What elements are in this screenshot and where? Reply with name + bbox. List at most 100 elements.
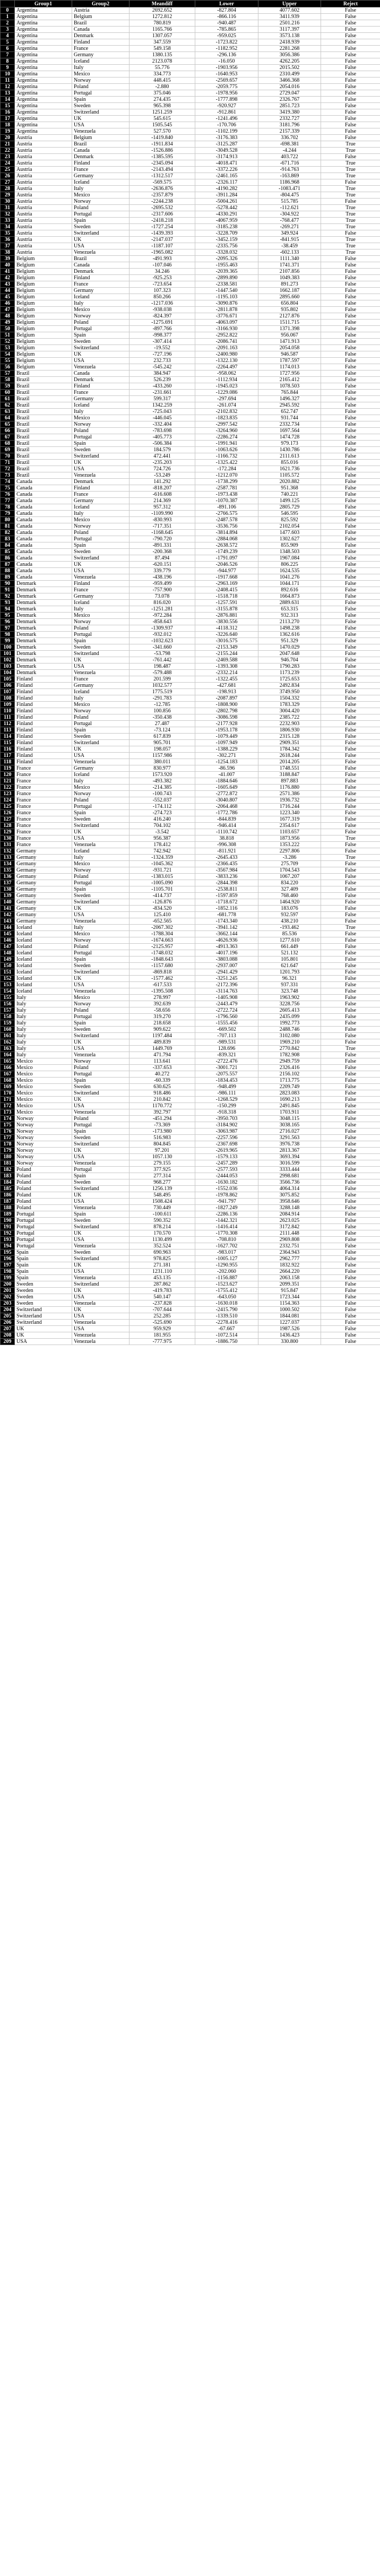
group1-cell: Finland — [14, 708, 72, 714]
lower-cell: -1393.308 — [195, 663, 258, 670]
group2-cell: Poland — [72, 529, 129, 536]
lower-cell: -1755.412 — [195, 1287, 258, 1294]
upper-cell: 1154.363 — [258, 1300, 321, 1307]
table-row: 36 Austria UK -2147.037 -3452.159 -841.915 Tru… — [0, 236, 380, 243]
group2-cell: Spain — [72, 956, 129, 963]
group1-cell: Belgium — [14, 274, 72, 281]
lower-cell: -1102.199 — [195, 128, 258, 135]
table-row: 114 Finland Sweden 617.839 -1079.449 2315.128… — [0, 733, 380, 740]
table-row: 149 Iceland Spain -1848.643 -3803.088 105.801… — [0, 956, 380, 963]
meandiff-cell: 178.412 — [129, 841, 195, 848]
reject-cell: False — [321, 1058, 380, 1065]
reject-cell: False — [321, 746, 380, 753]
table-row: 48 Belgium Norway -824.397 -3776.671 2127.876… — [0, 313, 380, 320]
meandiff-cell: 113.641 — [129, 1058, 195, 1065]
group2-cell: USA — [72, 1045, 129, 1052]
row-index: 5 — [0, 39, 15, 46]
row-index: 127 — [0, 816, 15, 823]
reject-cell: False — [321, 580, 380, 587]
group1-cell: Iceland — [14, 943, 72, 950]
upper-cell: 653.315 — [258, 606, 321, 613]
group2-cell: Venezuela — [72, 1332, 129, 1339]
reject-cell: False — [321, 931, 380, 937]
table-row: 138 Germany Spain -1105.701 -2538.811 327.409… — [0, 886, 380, 893]
lower-cell: -941.797 — [195, 1198, 258, 1205]
upper-cell: 1430.786 — [258, 446, 321, 453]
reject-cell: False — [321, 1141, 380, 1148]
upper-cell: 1725.653 — [258, 676, 321, 683]
row-index: 176 — [0, 1128, 15, 1135]
table-row: 34 Austria Sweden -1727.254 -3185.238 -269.27… — [0, 223, 380, 230]
table-row: 46 Belgium Italy -1217.036 -3090.876 656.804 F… — [0, 300, 380, 307]
lower-cell: -785.865 — [195, 26, 258, 33]
group1-cell: Belgium — [14, 325, 72, 332]
meandiff-cell: -891.331 — [129, 542, 195, 549]
group1-cell: Finland — [14, 682, 72, 689]
row-index: 59 — [0, 383, 15, 390]
table-row: 167 Mexico Portugal 40.272 -2075.557 2156.102… — [0, 1071, 380, 1078]
lower-cell: -1605.649 — [195, 784, 258, 791]
row-index: 116 — [0, 746, 15, 753]
group1-cell: Germany — [14, 886, 72, 893]
lower-cell: -1229.086 — [195, 389, 258, 396]
upper-cell: -304.922 — [258, 211, 321, 218]
reject-cell: False — [321, 1262, 380, 1269]
row-index: 137 — [0, 880, 15, 886]
group1-cell: Belgium — [14, 338, 72, 345]
table-row: 90 Denmark Finland -959.499 -2963.169 1044.17… — [0, 580, 380, 587]
upper-cell: 834.220 — [258, 880, 321, 886]
table-row: 26 Austria Germany -1312.517 -2461.165 -163.8… — [0, 173, 380, 179]
group1-cell: Norway — [14, 1141, 72, 1148]
meandiff-cell: -1312.517 — [129, 173, 195, 179]
group2-cell: UK — [72, 115, 129, 122]
table-row: 65 Brazil Norway -332.404 -2997.542 2332.734 F… — [0, 421, 380, 428]
meandiff-cell: 416.240 — [129, 816, 195, 823]
table-row: 152 Iceland UK -1577.462 -3251.245 96.321 Fals… — [0, 975, 380, 982]
row-index: 65 — [0, 421, 15, 428]
meandiff-cell: 527.570 — [129, 128, 195, 135]
row-index: 122 — [0, 784, 15, 791]
row-index: 72 — [0, 466, 15, 472]
upper-cell: 2084.914 — [258, 1211, 321, 1218]
lower-cell: -2844.398 — [195, 880, 258, 886]
group2-cell: Spain — [72, 1020, 129, 1027]
table-row: 193 Portugal USA 1130.499 -708.810 2969.808 Fa… — [0, 1236, 380, 1243]
group2-cell: Spain — [72, 542, 129, 549]
group1-cell: Canada — [14, 542, 72, 549]
group2-cell: UK — [72, 1306, 129, 1313]
upper-cell: 1992.773 — [258, 1020, 321, 1027]
lower-cell: -3452.159 — [195, 236, 258, 243]
group2-cell: Venezuela — [72, 249, 129, 256]
upper-cell: 1078.503 — [258, 383, 321, 390]
group2-cell: Mexico — [72, 192, 129, 199]
meandiff-cell: -959.499 — [129, 580, 195, 587]
group2-cell: UK — [72, 561, 129, 568]
group2-cell: Norway — [72, 421, 129, 428]
group1-cell: Canada — [14, 555, 72, 562]
row-index: 90 — [0, 580, 15, 587]
upper-cell: 2716.027 — [258, 1128, 321, 1135]
lower-cell: -2577.593 — [195, 1166, 258, 1173]
table-row: 147 Iceland Poland -2125.957 -4913.363 661.44… — [0, 943, 380, 950]
lower-cell: -3114.763 — [195, 988, 258, 995]
upper-cell: -841.915 — [258, 236, 321, 243]
table-row: 4 Argentina Denmark 1307.057 -959.025 3573.13… — [0, 32, 380, 39]
group2-cell: Portugal — [72, 1122, 129, 1128]
lower-cell: -1555.456 — [195, 1020, 258, 1027]
row-index: 83 — [0, 536, 15, 542]
reject-cell: False — [321, 281, 380, 288]
reject-cell: False — [321, 198, 380, 205]
meandiff-cell: 334.773 — [129, 71, 195, 77]
group1-cell: Canada — [14, 561, 72, 568]
row-index: 33 — [0, 217, 15, 224]
table-row: 24 Austria Finland -2345.094 -4018.471 -671.7… — [0, 160, 380, 167]
group1-cell: Germany — [14, 899, 72, 906]
table-row: 123 France Norway -100.743 -2772.872 2571.386… — [0, 790, 380, 797]
row-index: 17 — [0, 115, 15, 122]
upper-cell: 1498.238 — [258, 625, 321, 632]
lower-cell: -1886.750 — [195, 1338, 258, 1345]
row-index: 114 — [0, 733, 15, 740]
meandiff-cell: -433.260 — [129, 383, 195, 390]
meandiff-cell: 277.314 — [129, 1173, 195, 1179]
reject-cell: False — [321, 370, 380, 377]
